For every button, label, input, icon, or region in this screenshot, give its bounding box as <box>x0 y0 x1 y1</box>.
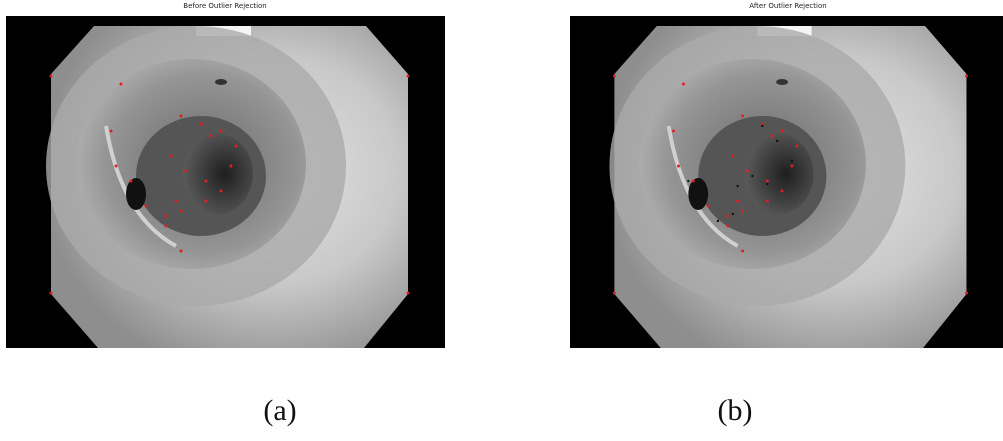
panel-image-group <box>570 16 1003 348</box>
panel-title: Before Outlier Rejection <box>183 2 266 10</box>
panel-image <box>570 16 1003 348</box>
panel-caption: (a) <box>263 394 296 427</box>
page: {"figure": {"panels": [ {"title": "Befor… <box>0 0 1003 441</box>
figure: Before Outlier Rejection (a) After Outli… <box>0 0 1003 441</box>
panel-title: After Outlier Rejection <box>749 2 826 10</box>
panel-image <box>6 16 445 348</box>
body: Before Outlier Rejection (a) After Outli… <box>0 0 1003 441</box>
panel-caption: (b) <box>718 394 753 427</box>
